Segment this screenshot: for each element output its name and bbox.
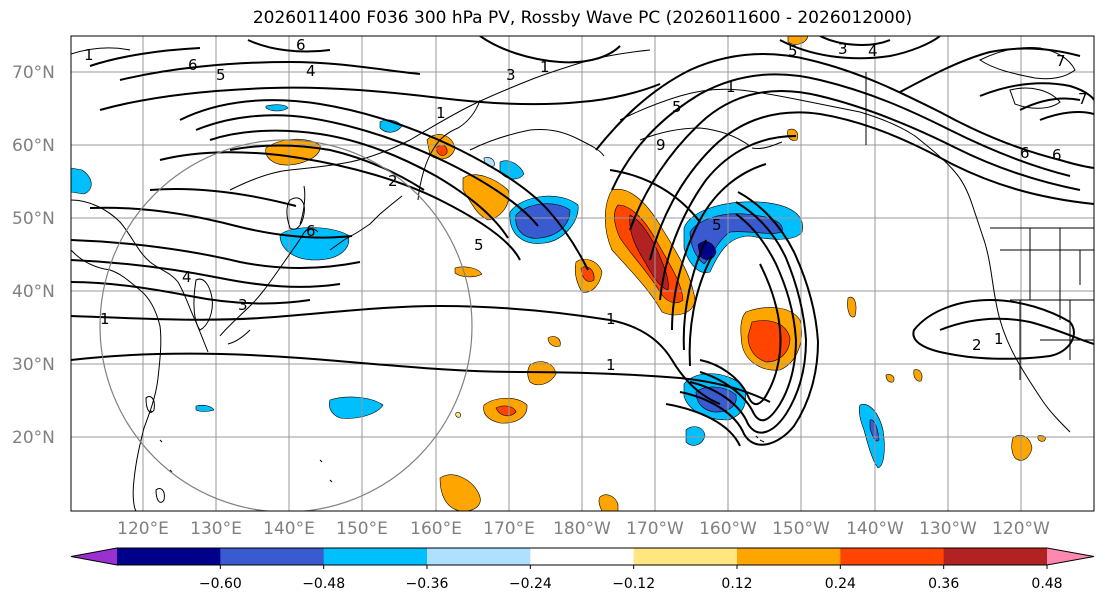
latitude-label: 20°N bbox=[12, 428, 55, 448]
longitude-label: 150°E bbox=[336, 519, 388, 539]
contour-label: 5 bbox=[216, 66, 226, 84]
longitude-label: 170°E bbox=[483, 519, 535, 539]
colorbar-segment bbox=[427, 548, 531, 565]
contour-label: 9 bbox=[656, 136, 666, 154]
contour-label: 1 bbox=[606, 310, 616, 328]
longitude-label: 130°E bbox=[190, 519, 242, 539]
map-frame bbox=[70, 35, 1095, 512]
colorbar-extend-high bbox=[1047, 548, 1094, 565]
pv-contours bbox=[71, 36, 1094, 447]
colorbar-tick-label: 0.12 bbox=[721, 576, 752, 592]
colorbar-segment bbox=[633, 548, 738, 565]
colorbar-segment bbox=[737, 548, 841, 565]
contour-label: 5 bbox=[672, 98, 682, 116]
longitude-label: 160°E bbox=[410, 519, 462, 539]
colorbar-tick-label: −0.24 bbox=[509, 576, 552, 592]
latitude-label: 30°N bbox=[12, 355, 55, 375]
colorbar-tick-label: −0.12 bbox=[612, 576, 655, 592]
longitude-label: 120°E bbox=[117, 519, 169, 539]
longitude-label: 170°W bbox=[626, 519, 684, 539]
colorbar-extend-low bbox=[71, 548, 117, 565]
colorbar-segment bbox=[220, 548, 325, 565]
contour-label: 1 bbox=[606, 356, 616, 374]
contour-label: 6 bbox=[296, 36, 306, 54]
contour-label-group: 6 6 4 5 3 1 1 1 2 6 5 4 3 1 1 1 1 9 3 5 … bbox=[84, 36, 1088, 374]
plot-title: 2026011400 F036 300 hPa PV, Rossby Wave … bbox=[252, 8, 913, 28]
contour-label: 1 bbox=[540, 58, 550, 76]
contour-label: 6 bbox=[1020, 144, 1030, 162]
colorbar-outline bbox=[70, 547, 1095, 566]
contour-label: 4 bbox=[182, 268, 192, 286]
positive-anomaly-main-core bbox=[629, 214, 669, 291]
longitude-label: 180°W bbox=[553, 519, 611, 539]
contour-label: 5 bbox=[712, 216, 722, 234]
colorbar-tick-label: −0.36 bbox=[406, 576, 449, 592]
contour-label: 2 bbox=[972, 336, 982, 354]
latitude-label: 40°N bbox=[12, 282, 55, 302]
colorbar-tick-label: 0.48 bbox=[1031, 576, 1062, 592]
colorbar-tick-label: 0.24 bbox=[825, 576, 856, 592]
latitude-label: 70°N bbox=[12, 63, 55, 83]
contour-label: 1 bbox=[726, 78, 736, 96]
contour-label: 3 bbox=[238, 296, 248, 314]
colorbar-segment bbox=[323, 548, 428, 565]
reference-circle bbox=[99, 139, 473, 511]
colorbar-tick-label: −0.60 bbox=[199, 576, 242, 592]
colorbar-tick-label: 0.36 bbox=[928, 576, 959, 592]
longitude-label: 120°W bbox=[992, 519, 1050, 539]
grid-lines bbox=[71, 36, 1094, 511]
longitude-label: 140°W bbox=[846, 519, 904, 539]
contour-label: 4 bbox=[306, 62, 316, 80]
longitude-axis: 120°E 130°E 140°E 150°E 160°E 170°E 180°… bbox=[117, 519, 1050, 539]
contour-label: 2 bbox=[388, 172, 398, 190]
colorbar: −0.60 −0.48 −0.36 −0.24 −0.12 0.12 0.24 0.36 0.4… bbox=[70, 547, 1095, 592]
contour-label: 4 bbox=[868, 42, 878, 60]
contour-label: 6 bbox=[188, 56, 198, 74]
contour-label: 6 bbox=[306, 222, 316, 240]
colorbar-segment bbox=[117, 548, 221, 565]
contour-label: 3 bbox=[506, 66, 516, 84]
contour-label: 1 bbox=[994, 330, 1004, 348]
contour-label: 7 bbox=[1078, 90, 1088, 108]
colorbar-segment bbox=[943, 548, 1048, 565]
colorbar-segment bbox=[530, 548, 635, 565]
contour-label: 1 bbox=[100, 310, 110, 328]
contour-label: 1 bbox=[84, 46, 94, 64]
anomaly-shading bbox=[71, 36, 1046, 511]
longitude-label: 150°W bbox=[772, 519, 830, 539]
latitude-label: 50°N bbox=[12, 209, 55, 229]
longitude-label: 140°E bbox=[263, 519, 315, 539]
longitude-label: 160°W bbox=[699, 519, 757, 539]
colorbar-tick-label: −0.48 bbox=[302, 576, 345, 592]
contour-label: 5 bbox=[474, 236, 484, 254]
latitude-axis: 70°N 60°N 50°N 40°N 30°N 20°N bbox=[12, 63, 55, 448]
longitude-label: 130°W bbox=[919, 519, 977, 539]
colorbar-segment bbox=[840, 548, 945, 565]
contour-label: 6 bbox=[1052, 146, 1062, 164]
contour-label: 7 bbox=[1056, 52, 1066, 70]
contour-label: 1 bbox=[436, 104, 446, 122]
latitude-label: 60°N bbox=[12, 136, 55, 156]
contour-label: 3 bbox=[838, 40, 848, 58]
contour-label: 5 bbox=[788, 42, 798, 60]
